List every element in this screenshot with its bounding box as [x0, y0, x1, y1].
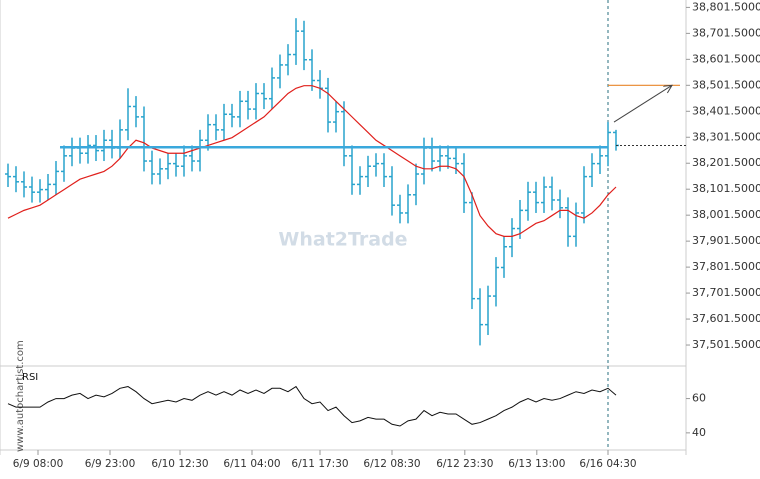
y-tick-label: 37,501.5000 — [692, 338, 760, 351]
x-tick-label: 6/9 08:00 — [13, 458, 64, 470]
y-tick-label: 38,201.5000 — [692, 156, 760, 169]
x-tick-label: 6/11 17:30 — [291, 458, 348, 470]
projection-arrow — [613, 85, 672, 123]
x-tick-label: 6/9 23:00 — [85, 458, 136, 470]
moving-average — [7, 85, 617, 237]
source-label: www.autochartist.com — [15, 340, 26, 452]
y-tick-label: 38,101.5000 — [692, 182, 760, 195]
y-tick-label: 38,801.5000 — [692, 0, 760, 13]
x-tick-label: 6/10 12:30 — [151, 458, 208, 470]
x-tick-label: 6/12 08:30 — [363, 458, 420, 470]
y-tick-label: 38,301.5000 — [692, 130, 760, 143]
y-tick-label: 38,001.5000 — [692, 208, 760, 221]
x-tick-label: 6/11 04:00 — [223, 458, 280, 470]
y-tick-label: 38,501.5000 — [692, 78, 760, 91]
x-tick-label: 6/13 13:00 — [508, 458, 565, 470]
x-tick-label: 6/16 04:30 — [579, 458, 636, 470]
y-tick-label: 38,401.5000 — [692, 104, 760, 117]
rsi-tick-label: 60 — [692, 392, 706, 405]
y-tick-label: 37,901.5000 — [692, 234, 760, 247]
watermark: What2Trade — [278, 229, 407, 251]
rsi-label: RSI — [22, 372, 38, 383]
y-tick-label: 38,701.5000 — [692, 26, 760, 39]
y-tick-label: 37,801.5000 — [692, 260, 760, 273]
rsi-line — [7, 385, 617, 427]
x-tick-label: 6/12 23:30 — [436, 458, 493, 470]
y-tick-label: 38,601.5000 — [692, 52, 760, 65]
rsi-tick-label: 40 — [692, 426, 706, 439]
y-tick-label: 37,601.5000 — [692, 312, 760, 325]
y-tick-label: 37,701.5000 — [692, 286, 760, 299]
